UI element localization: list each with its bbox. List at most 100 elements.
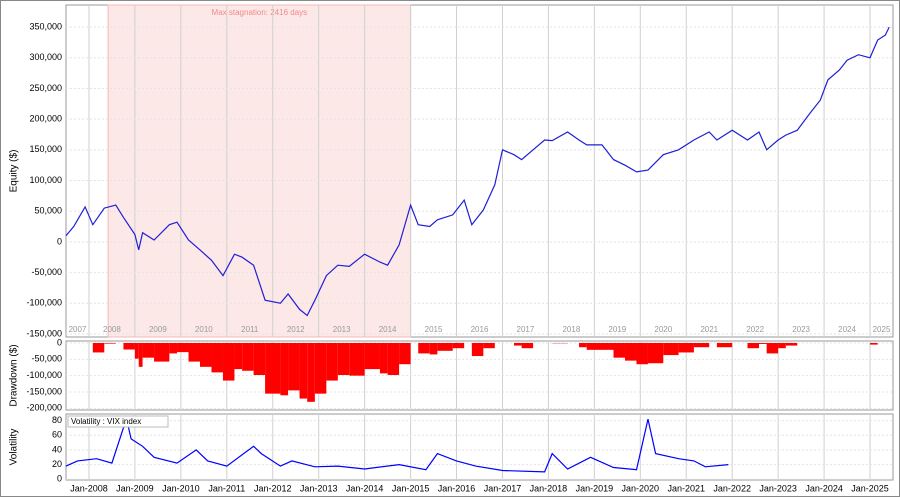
x-tick-label: Jan-2020 <box>622 483 660 493</box>
bar <box>349 342 365 376</box>
y-tick-label: 0 <box>57 337 62 347</box>
y-tick-label: 200,000 <box>29 114 62 124</box>
bar <box>142 342 155 358</box>
year-label: 2024 <box>838 325 856 334</box>
year-label: 2008 <box>103 325 121 334</box>
bar <box>785 342 798 346</box>
bar <box>177 342 189 353</box>
bar <box>92 342 105 353</box>
x-tick-label: Jan-2011 <box>208 483 245 493</box>
bar <box>766 342 779 354</box>
x-tick-label: Jan-2013 <box>300 483 338 493</box>
y-tick-label: 60 <box>52 430 62 440</box>
y-tick-label: 50,000 <box>34 206 62 216</box>
year-label: 2015 <box>425 325 443 334</box>
bar <box>288 342 300 391</box>
x-tick-label: Jan-2009 <box>116 483 154 493</box>
bar <box>169 342 178 354</box>
year-label: 2025 <box>873 325 891 334</box>
bar <box>154 342 170 362</box>
bar <box>280 342 289 396</box>
x-tick-label: Jan-2024 <box>805 483 843 493</box>
year-label: 2016 <box>471 325 489 334</box>
bar <box>471 342 484 357</box>
year-label: 2012 <box>287 325 305 334</box>
bar <box>222 342 235 381</box>
y-tick-label: 100,000 <box>29 175 62 185</box>
bar <box>483 342 495 349</box>
y-tick-label: 250,000 <box>29 83 62 93</box>
x-tick-label: Jan-2012 <box>254 483 292 493</box>
bar <box>326 342 338 381</box>
y-axis-label: Equity ($) <box>9 150 20 193</box>
plot-area <box>65 413 894 481</box>
x-tick-label: Jan-2016 <box>438 483 476 493</box>
bar <box>624 342 637 361</box>
bar <box>138 342 143 367</box>
bar <box>299 342 308 399</box>
year-label: 2013 <box>333 325 351 334</box>
bar <box>452 342 465 349</box>
year-label: 2014 <box>379 325 397 334</box>
bar <box>747 342 759 349</box>
bar <box>716 342 733 348</box>
y-axis-label: Volatility <box>9 429 20 466</box>
data-line <box>65 418 729 473</box>
legend-box <box>67 415 169 428</box>
y-tick-label: 0 <box>57 474 62 484</box>
year-label: 2023 <box>792 325 810 334</box>
bar <box>778 342 786 349</box>
x-tick-label: Jan-2018 <box>530 483 568 493</box>
bar <box>104 342 116 344</box>
year-label: 2022 <box>746 325 764 334</box>
x-tick-label: Jan-2025 <box>851 483 889 493</box>
year-label: 2007 <box>69 325 87 334</box>
bar <box>758 342 767 344</box>
y-tick-label: -200,000 <box>26 403 62 413</box>
x-tick-label: Jan-2014 <box>346 483 384 493</box>
bar <box>437 342 453 351</box>
y-tick-label: -150,000 <box>26 386 62 396</box>
bar <box>678 342 694 353</box>
y-tick-label: -50,000 <box>31 354 62 364</box>
bar <box>242 342 254 371</box>
year-label: 2019 <box>608 325 626 334</box>
bar <box>379 342 388 374</box>
y-tick-label: 300,000 <box>29 52 62 62</box>
bar <box>663 342 679 356</box>
bar <box>188 342 201 362</box>
year-label: 2010 <box>195 325 213 334</box>
year-label: 2017 <box>517 325 535 334</box>
bar <box>337 342 350 376</box>
bar <box>387 342 400 376</box>
bar <box>636 342 648 365</box>
y-axis-label: Drawdown ($) <box>9 344 20 406</box>
annotation: Max stagnation: 2416 days <box>212 8 308 17</box>
bar <box>429 342 438 355</box>
bar <box>418 342 430 354</box>
data-line <box>65 26 890 317</box>
x-tick-label: Jan-2022 <box>713 483 751 493</box>
bar <box>521 342 534 349</box>
bar <box>602 342 614 350</box>
bar <box>579 342 587 348</box>
year-label: 2021 <box>700 325 718 334</box>
bar <box>647 342 664 364</box>
y-tick-label: -150,000 <box>26 328 62 338</box>
bar <box>399 342 411 365</box>
bar <box>314 342 327 394</box>
y-tick-label: 40 <box>52 444 62 454</box>
x-tick-label: Jan-2010 <box>162 483 200 493</box>
year-label: 2020 <box>654 325 672 334</box>
bar <box>364 342 380 370</box>
x-tick-label: Jan-2015 <box>392 483 430 493</box>
stagnation-region <box>107 4 412 338</box>
y-tick-label: 80 <box>52 415 62 425</box>
x-tick-label: Jan-2021 <box>667 483 705 493</box>
y-tick-label: -50,000 <box>31 267 62 277</box>
bar <box>870 342 878 345</box>
bar <box>200 342 212 367</box>
year-label: 2009 <box>149 325 167 334</box>
